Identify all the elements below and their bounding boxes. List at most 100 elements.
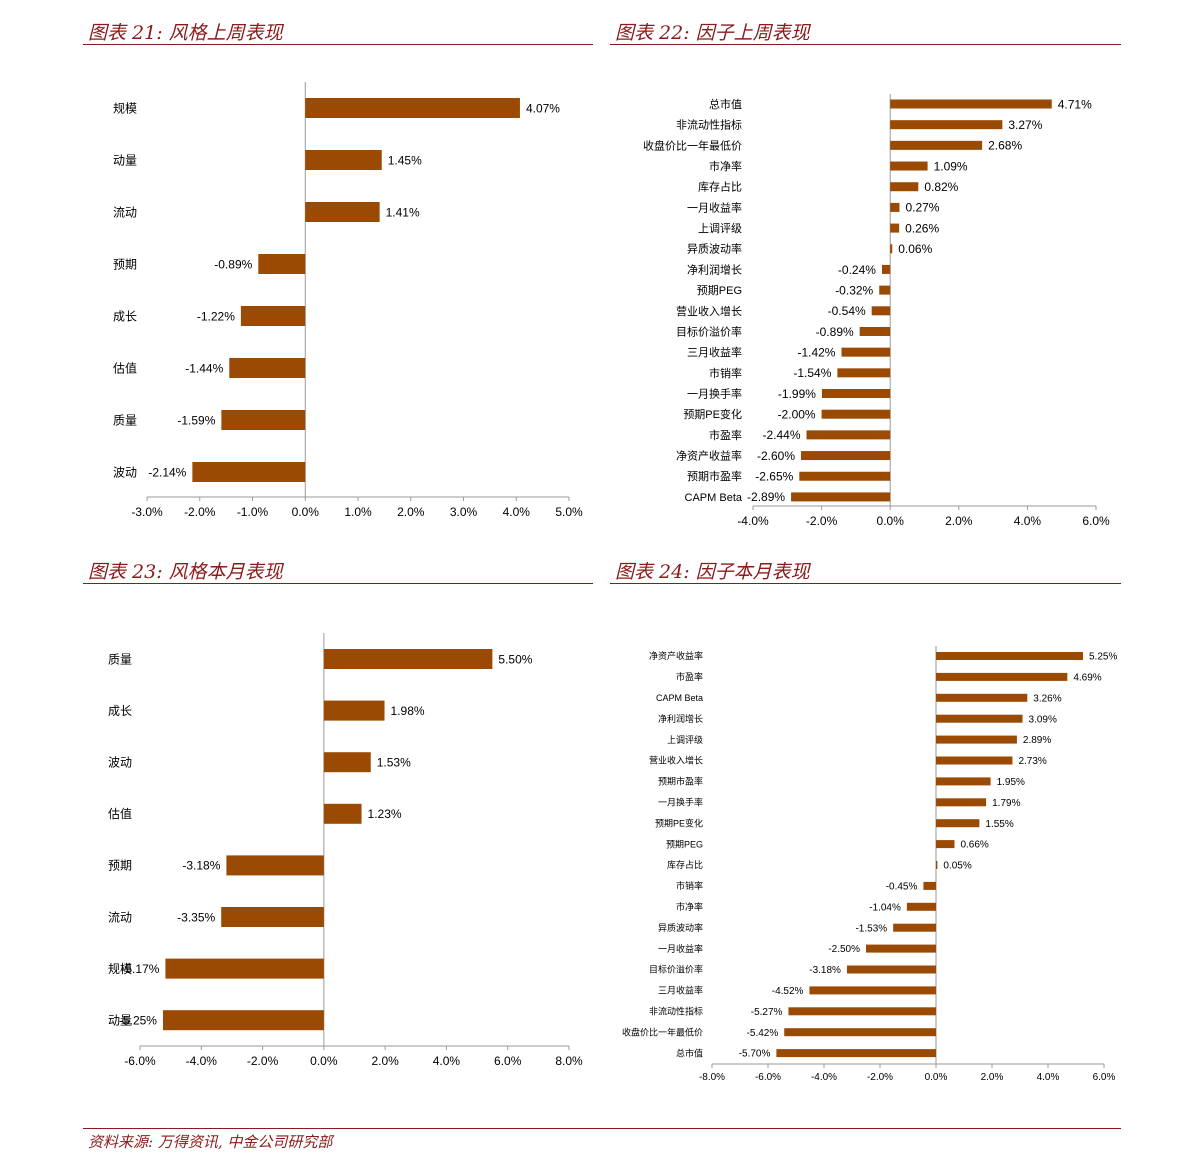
data-label: 1.23% (368, 807, 402, 821)
data-label: 2.89% (1023, 735, 1051, 746)
bar (890, 202, 900, 212)
data-label: -0.89% (816, 325, 854, 339)
data-label: -0.45% (886, 882, 918, 893)
category-label: 营业收入增长 (676, 304, 742, 318)
data-label: -5.27% (751, 1007, 783, 1018)
data-label: -2.65% (755, 470, 793, 484)
category-label: 总市值 (676, 1047, 703, 1058)
x-tick-label: 8.0% (555, 1054, 583, 1068)
category-label: 收盘价比一年最低价 (643, 138, 742, 152)
bar (906, 902, 936, 911)
bar (841, 347, 891, 357)
x-tick-label: -3.0% (131, 505, 163, 519)
category-label: 估值 (113, 360, 137, 375)
x-tick-label: 0.0% (292, 505, 320, 519)
category-label: 目标价溢价率 (676, 324, 742, 338)
bar (837, 368, 891, 378)
data-label: 4.07% (526, 101, 560, 115)
category-label: 市净率 (676, 901, 703, 912)
category-label: 收盘价比一年最低价 (622, 1026, 703, 1037)
category-label: 营业收入增长 (649, 755, 703, 766)
x-tick-label: -2.0% (806, 514, 838, 528)
category-label: 上调评级 (698, 222, 742, 235)
category-label: 动量 (108, 1014, 132, 1028)
data-label: -3.18% (809, 965, 841, 976)
data-label: -2.60% (757, 449, 795, 463)
data-label: 0.27% (905, 201, 939, 215)
data-label: 0.66% (960, 840, 988, 851)
category-label: 市销率 (676, 880, 703, 891)
data-label: 3.27% (1008, 118, 1042, 132)
data-label: 0.82% (924, 180, 958, 194)
category-label: 市盈率 (676, 671, 703, 682)
x-tick-label: 2.0% (945, 514, 973, 528)
data-label: -0.32% (835, 283, 873, 297)
category-label: 预期 (108, 859, 132, 873)
bar (890, 244, 893, 254)
data-label: -5.42% (747, 1028, 779, 1039)
footer-rule (83, 1128, 1121, 1129)
bar (936, 652, 1083, 660)
bar (806, 430, 891, 440)
x-tick-label: 5.0% (555, 505, 583, 519)
data-label: 1.09% (934, 159, 968, 173)
bar (165, 958, 324, 979)
category-label: 异质波动率 (687, 242, 742, 256)
bar (821, 409, 891, 419)
bar (936, 777, 991, 786)
bar (866, 944, 936, 953)
category-label: 库存占比 (698, 180, 742, 194)
category-label: 市净率 (709, 159, 742, 173)
data-label: 1.98% (391, 704, 425, 718)
category-label: 流动 (108, 910, 132, 924)
x-tick-label: -4.0% (186, 1054, 218, 1068)
chart22-title: 图表 22: 因子上周表现 (615, 22, 810, 44)
category-label: 质量 (108, 652, 132, 666)
category-label: 总市值 (709, 97, 742, 111)
data-label: 4.71% (1058, 97, 1092, 111)
category-label: 一月收益率 (687, 200, 742, 214)
data-label: 0.26% (905, 221, 939, 235)
x-tick-label: 2.0% (371, 1054, 399, 1068)
bar (890, 99, 1052, 109)
bar (305, 98, 520, 118)
bar (936, 798, 987, 807)
bar (890, 140, 983, 150)
x-tick-label: -4.0% (811, 1072, 837, 1083)
data-label: 4.69% (1073, 673, 1101, 684)
bar (323, 649, 493, 669)
bar (788, 1007, 936, 1016)
bar (258, 254, 306, 274)
bar (881, 264, 891, 274)
data-label: 1.53% (377, 756, 411, 770)
x-tick-label: 0.0% (310, 1054, 338, 1068)
data-label: -1.99% (778, 387, 816, 401)
x-tick-label: 2.0% (981, 1072, 1004, 1083)
category-label: 规模 (113, 100, 137, 115)
bar (162, 1010, 324, 1031)
x-tick-label: 0.0% (877, 514, 905, 528)
category-label: 三月收益率 (687, 345, 742, 359)
category-label: 净资产收益率 (676, 449, 742, 463)
bar (936, 672, 1068, 681)
chart24-title: 图表 24: 因子本月表现 (615, 561, 810, 583)
chart23-title: 图表 23: 风格本月表现 (88, 561, 283, 583)
bar (846, 965, 936, 974)
data-label: -0.24% (838, 263, 876, 277)
bar (801, 451, 891, 461)
bar (240, 306, 306, 326)
bar (890, 223, 900, 233)
category-label: 预期PEG (697, 284, 742, 297)
bar (791, 492, 891, 502)
x-tick-label: -1.0% (237, 505, 269, 519)
data-label: -5.70% (739, 1049, 771, 1060)
x-tick-label: 1.0% (344, 505, 372, 519)
data-label: -5.17% (121, 962, 159, 976)
x-tick-label: -4.0% (737, 514, 769, 528)
data-label: -2.89% (747, 490, 785, 504)
x-tick-label: 3.0% (450, 505, 478, 519)
category-label: 成长 (113, 309, 137, 323)
